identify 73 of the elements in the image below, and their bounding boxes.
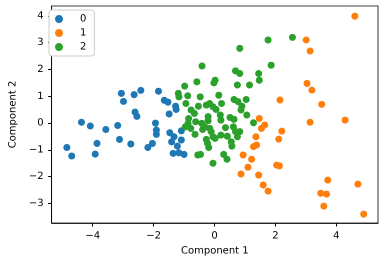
point [238,170,244,178]
y-tick-label: −2 [28,171,44,182]
point [302,36,310,44]
point [178,136,185,144]
point [278,128,286,135]
legend-label: 2 [80,42,86,52]
y-tick-label: 2 [37,64,44,75]
x-axis-title: Component 1 [181,245,249,256]
point [155,88,162,95]
point [252,133,260,140]
point [180,150,188,158]
point [68,152,76,160]
y-tick-label: −1 [28,144,44,156]
point [120,98,127,105]
point [63,144,70,151]
point [255,172,262,179]
point [248,156,256,163]
y-axis-title: Component 2 [8,80,18,148]
point [148,140,156,147]
legend-label: 0 [80,14,86,24]
point [308,86,316,94]
x-tick-label: 2 [272,230,279,242]
x-tick-label: 4 [333,230,340,242]
point [264,188,272,195]
point [354,180,362,188]
point [260,181,267,188]
y-tick-label: 4 [37,10,44,22]
point [127,140,134,148]
point [130,91,138,98]
point [166,110,173,118]
point [256,115,263,122]
point [351,12,358,20]
y-tick-label: 3 [37,37,44,48]
y-tick-label: 0 [37,118,44,129]
point [250,143,257,150]
x-tick-label: 0 [211,230,218,242]
point [306,118,314,126]
point [320,202,328,210]
point [323,190,330,198]
y-tick-label: −3 [28,198,44,209]
y-tick-label: 1 [37,90,44,102]
point [144,144,152,151]
x-tick-label: −2 [146,230,162,242]
point [304,80,311,87]
point [92,150,99,158]
point [261,121,268,128]
point [137,86,144,94]
point [116,136,124,143]
x-tick-label: −4 [85,230,100,242]
point [342,116,349,124]
point [324,176,332,184]
legend-label: 1 [80,28,86,38]
point [114,122,122,129]
point [164,98,172,106]
point [170,150,177,157]
point [174,142,181,150]
point [168,138,176,146]
point [275,136,282,143]
point [360,210,368,218]
point [152,120,159,127]
point [118,90,125,97]
point [240,151,247,158]
point [244,164,252,171]
point [170,133,178,140]
point [306,48,314,55]
point [178,127,185,134]
point [94,140,101,147]
point [133,112,140,120]
point [86,122,94,130]
point [102,126,110,133]
point [78,118,85,126]
point [318,100,326,108]
point [276,96,284,104]
